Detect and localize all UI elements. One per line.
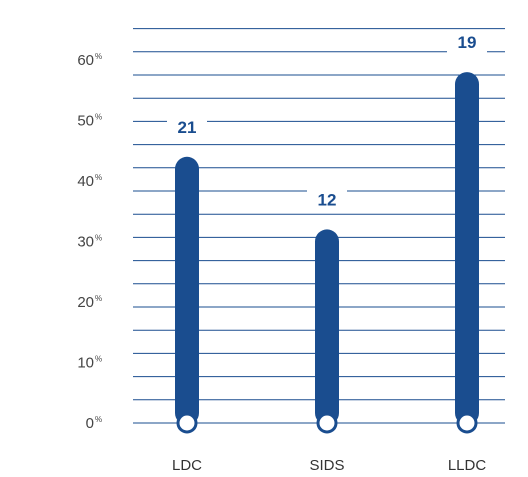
bar-sids <box>315 229 339 425</box>
data-label: 12 <box>318 190 337 209</box>
y-tick-unit: % <box>95 52 102 61</box>
y-tick-unit: % <box>95 294 102 303</box>
bars: 21 12 19 <box>167 32 487 434</box>
y-tick-unit: % <box>95 234 102 243</box>
y-tick-unit: % <box>95 113 102 122</box>
bar-base-marker <box>456 412 478 434</box>
data-label: 21 <box>178 118 197 137</box>
y-tick-label: 10 <box>77 355 94 372</box>
bar-base-marker <box>176 412 198 434</box>
y-tick-label: 60 <box>77 52 94 69</box>
bar-base-marker <box>316 412 338 434</box>
data-label-bg <box>167 116 207 139</box>
y-tick-label: 20 <box>77 294 94 311</box>
x-axis-labels: LDC SIDS LLDC <box>172 457 486 474</box>
x-category-label: SIDS <box>309 457 344 474</box>
y-tick-unit: % <box>95 173 102 182</box>
bar-ldc <box>175 156 199 426</box>
data-label-bg <box>307 189 347 212</box>
x-category-label: LLDC <box>448 457 487 474</box>
y-tick-label: 40 <box>77 173 94 190</box>
x-category-label: LDC <box>172 457 202 474</box>
data-label: 19 <box>458 33 477 52</box>
y-tick-label: 50 <box>77 113 94 130</box>
y-tick-label: 30 <box>77 234 94 251</box>
y-tick-unit: % <box>95 355 102 364</box>
y-tick-unit: % <box>95 415 102 424</box>
bar-lldc <box>455 72 479 425</box>
y-tick-label: 0 <box>86 415 94 432</box>
y-axis-ticks: 0 %10 %20 %30 %40 %50 %60% <box>77 52 102 432</box>
data-label-bg <box>447 32 487 55</box>
